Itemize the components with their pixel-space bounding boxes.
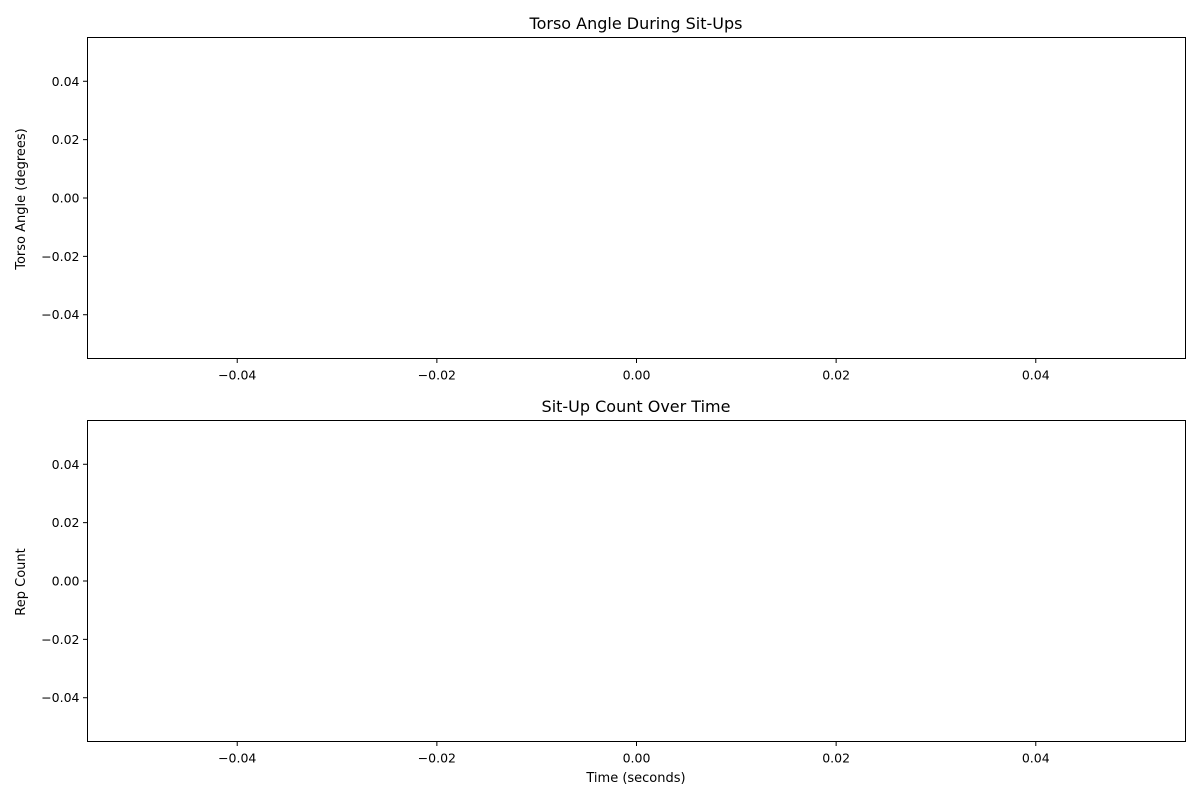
- torso-angle-x-tick-label: −0.02: [418, 368, 456, 383]
- situp-count-ticks: −0.04 −0.02 0.00 0.02 0.04 0.04 0.02 0.00 −0.02 −…: [41, 457, 1050, 766]
- situp-count-x-tick-label: 0.02: [822, 751, 850, 766]
- torso-angle-y-tick-label: 0.00: [52, 191, 80, 206]
- torso-angle-y-axis-label: Torso Angle (degrees): [14, 128, 29, 271]
- situp-count-y-tick-label: −0.02: [41, 632, 79, 647]
- situp-count-chart: Sit-Up Count Over Time Rep Count Time (s…: [14, 397, 1186, 786]
- situp-count-y-tick-label: 0.02: [52, 515, 80, 530]
- situp-count-x-tick-label: −0.02: [418, 751, 456, 766]
- torso-angle-ticks: −0.04 −0.02 0.00 0.02 0.04 0.04 0.02 0.00 −0.02 −…: [41, 74, 1050, 383]
- torso-angle-y-tick-label: −0.02: [41, 249, 79, 264]
- situp-count-y-tick-label: −0.04: [41, 690, 79, 705]
- torso-angle-plot-area: [87, 37, 1186, 359]
- torso-angle-x-tick-label: 0.02: [822, 368, 850, 383]
- torso-angle-x-tick-label: −0.04: [218, 368, 256, 383]
- torso-angle-y-tick-label: 0.04: [52, 74, 80, 89]
- situp-count-y-axis-label: Rep Count: [14, 548, 29, 615]
- situp-count-y-tick-label: 0.04: [52, 457, 80, 472]
- situp-count-plot-area: [87, 420, 1186, 742]
- situp-count-y-tick-label: 0.00: [52, 574, 80, 589]
- situp-count-x-tick-label: −0.04: [218, 751, 256, 766]
- situp-count-x-tick-label: 0.04: [1022, 751, 1050, 766]
- torso-angle-chart: Torso Angle During Sit-Ups Torso Angle (…: [14, 14, 1186, 383]
- torso-angle-x-tick-label: 0.00: [623, 368, 651, 383]
- torso-angle-y-tick-label: −0.04: [41, 307, 79, 322]
- torso-angle-x-tick-label: 0.04: [1022, 368, 1050, 383]
- situp-count-x-axis-label: Time (seconds): [585, 771, 685, 786]
- situp-count-x-tick-label: 0.00: [623, 751, 651, 766]
- torso-angle-chart-title: Torso Angle During Sit-Ups: [529, 14, 743, 33]
- torso-angle-y-tick-label: 0.02: [52, 132, 80, 147]
- situp-count-chart-title: Sit-Up Count Over Time: [542, 397, 731, 416]
